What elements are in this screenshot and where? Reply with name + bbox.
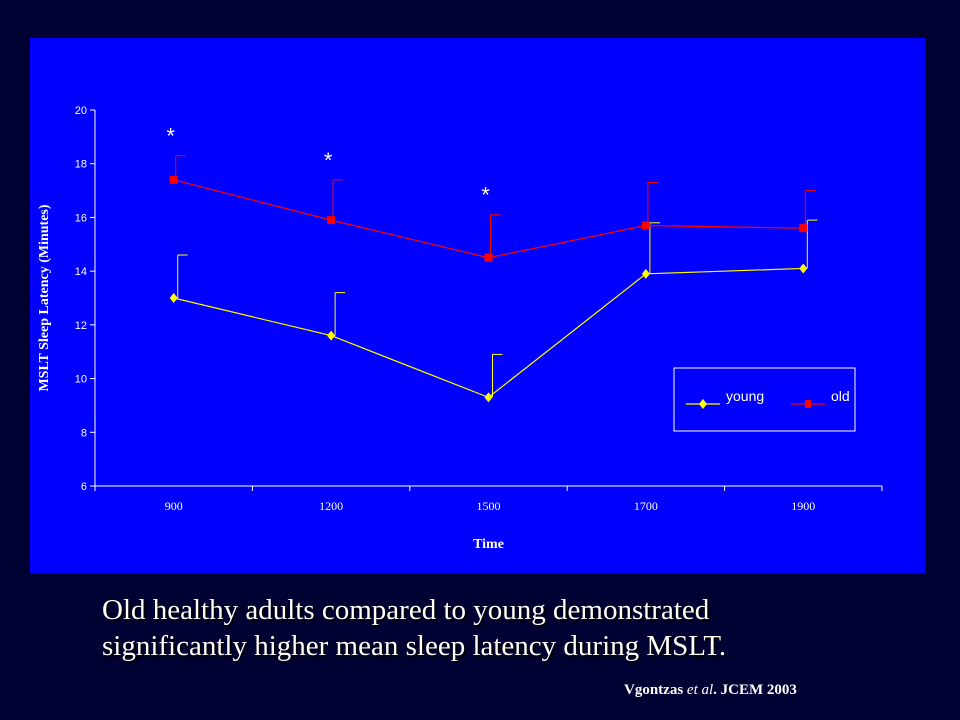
old-point [327, 216, 336, 225]
caption-line-1: Old healthy adults compared to young dem… [102, 594, 710, 626]
markers [169, 175, 808, 403]
error-bars [175, 155, 818, 398]
significance-star: * [324, 148, 333, 173]
chart-panel: 6 8 10 12 14 16 18 20 900 1200 1500 1700 1900 * * * yo… [30, 38, 925, 573]
y-tick-label: 12 [75, 320, 87, 332]
y-tick-label: 10 [75, 374, 87, 386]
young-legend-label: young [726, 388, 764, 404]
old-point [641, 221, 650, 230]
y-tick-label: 8 [81, 427, 87, 439]
young-point [327, 330, 336, 341]
x-tick-label: 1200 [319, 499, 343, 513]
young-point [641, 268, 650, 279]
old-point [484, 253, 493, 262]
young-point [484, 392, 493, 403]
caption-line-2: significantly higher mean sleep latency … [102, 630, 727, 662]
x-tick-label: 900 [165, 499, 183, 513]
citation-author: Vgontzas [624, 682, 684, 698]
young-legend-marker [699, 399, 707, 409]
y-tick-label: 20 [75, 105, 87, 117]
legend: young old [673, 367, 856, 432]
y-tick-label: 6 [81, 481, 87, 493]
significance-stars: * * * [166, 124, 490, 208]
citation: Vgontzas et al. JCEM 2003 [624, 682, 797, 699]
old-legend-label: old [831, 388, 850, 404]
x-tick-label: 1900 [791, 499, 815, 513]
significance-star: * [481, 183, 490, 208]
x-tick-label: 1700 [634, 499, 658, 513]
old-point [169, 175, 178, 184]
young-series-line [173, 267, 804, 399]
x-axis-label: Time [473, 537, 504, 552]
citation-etal: et al [686, 682, 714, 698]
series-lines [173, 179, 804, 399]
axes: 6 8 10 12 14 16 18 20 900 1200 1500 1700 1900 [75, 105, 883, 513]
citation-rest: . JCEM 2003 [713, 682, 797, 698]
y-axis-label: MSLT Sleep Latency (Minutes) [37, 204, 52, 391]
y-tick-label: 16 [75, 212, 87, 224]
caption: Old healthy adults compared to young dem… [102, 592, 862, 664]
mslt-line-chart: 6 8 10 12 14 16 18 20 900 1200 1500 1700 1900 * * * yo… [37, 105, 883, 552]
old-point [799, 224, 808, 233]
x-tick-label: 1500 [477, 499, 501, 513]
y-tick-label: 18 [75, 159, 87, 171]
legend-box [673, 367, 856, 432]
significance-star: * [166, 124, 175, 149]
young-point [169, 293, 178, 303]
old-legend-marker [805, 400, 811, 408]
y-tick-label: 14 [75, 266, 87, 278]
young-point [799, 263, 808, 274]
